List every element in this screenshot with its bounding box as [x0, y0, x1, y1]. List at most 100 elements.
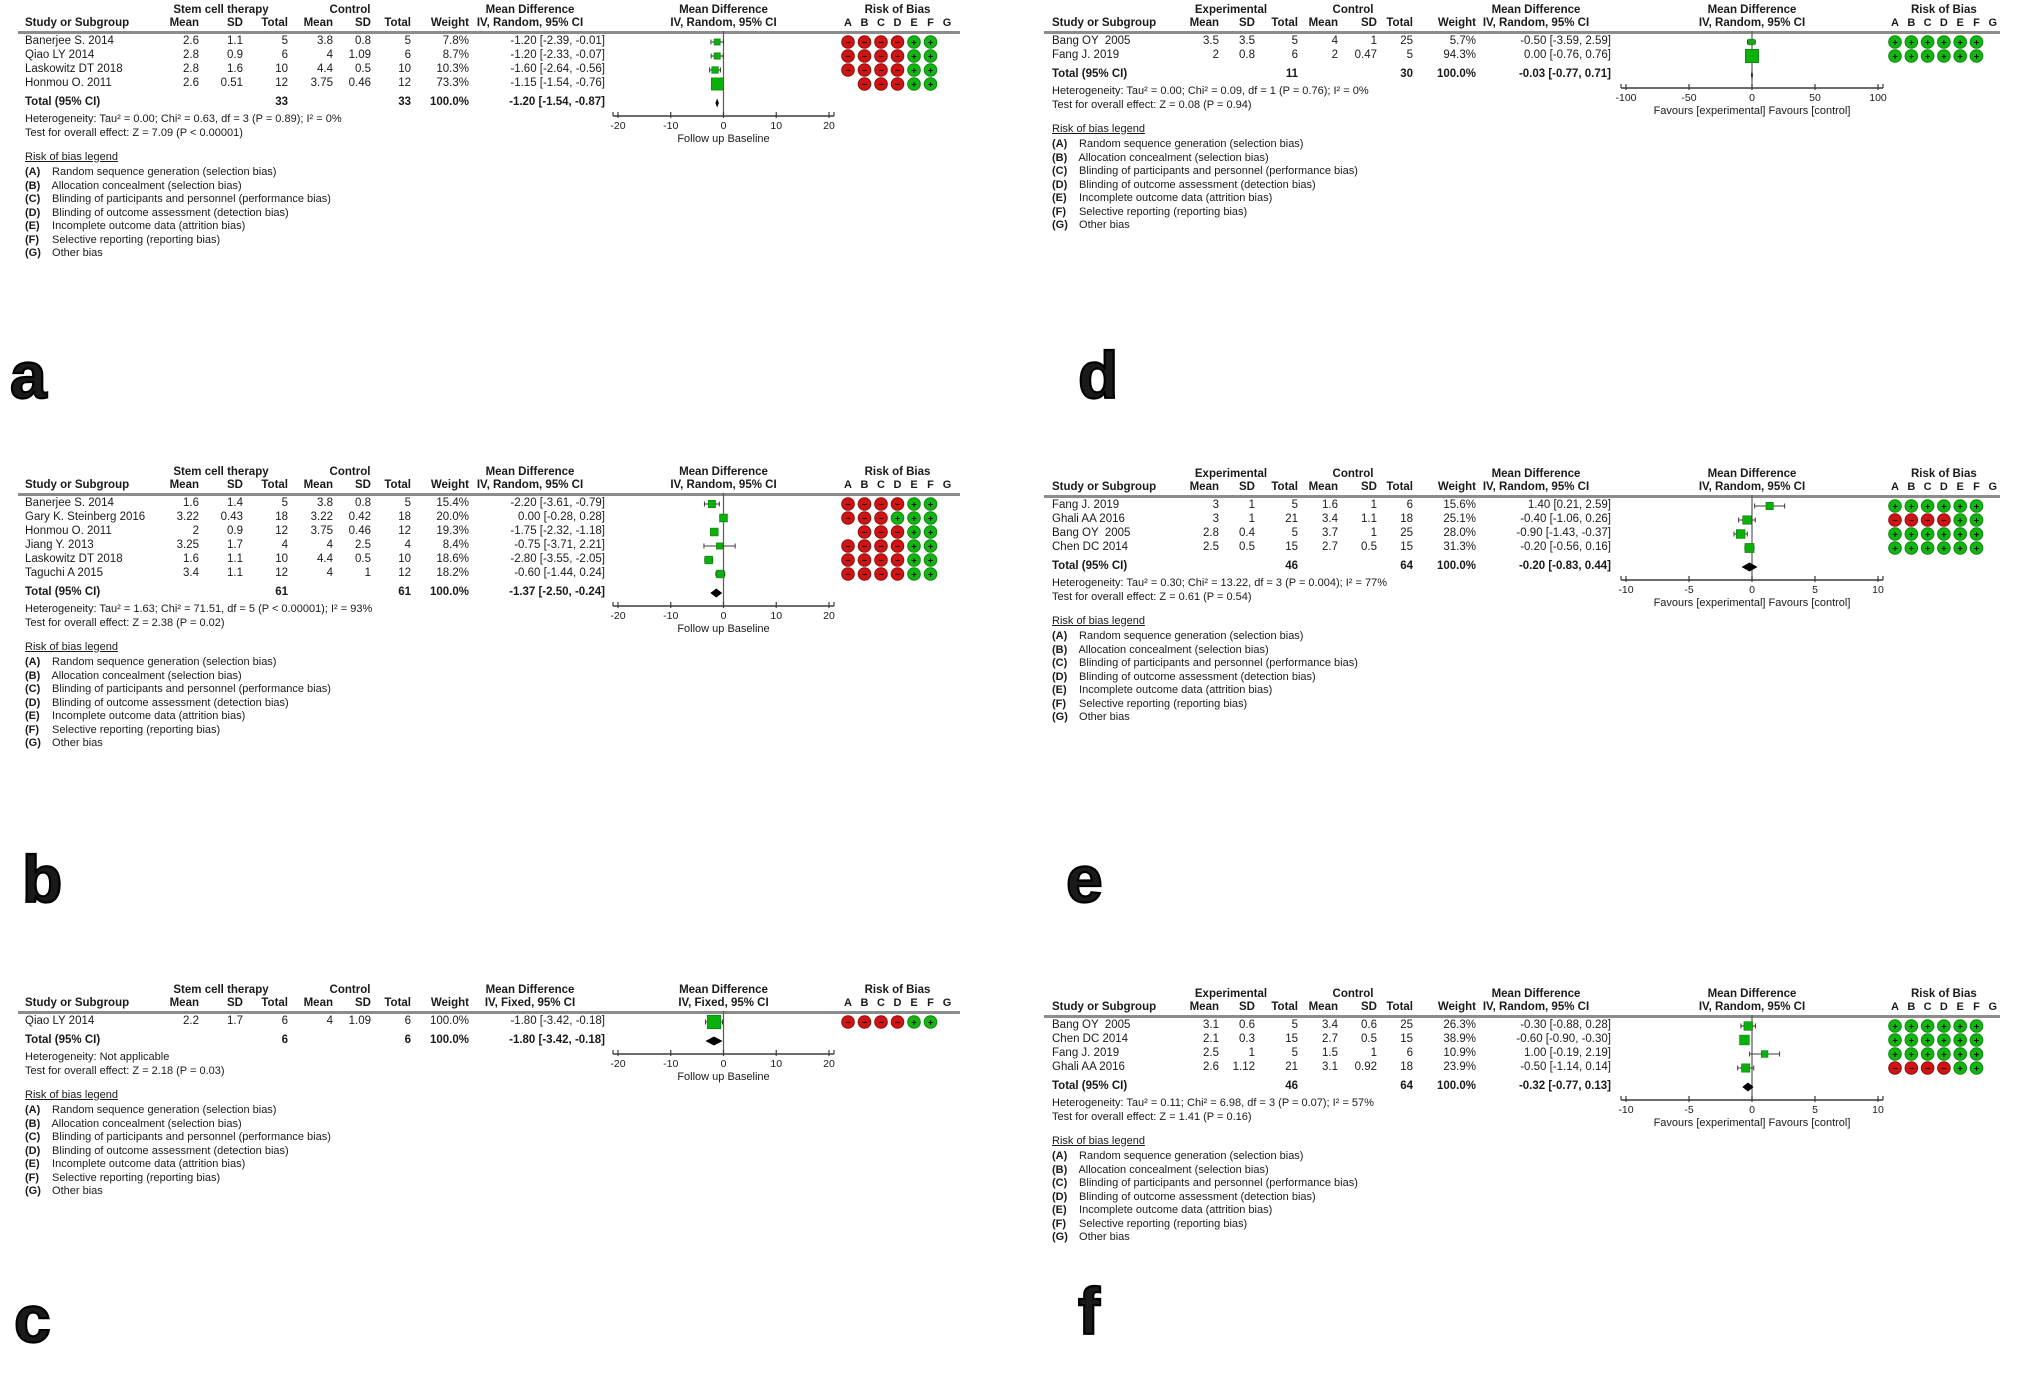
overall-effect-text: Test for overall effect: Z = 0.61 (P = 0… — [1052, 590, 1252, 603]
rob-col-letter: A — [1891, 1001, 1899, 1013]
rob-dot-low — [1920, 1019, 1935, 1033]
rob-col-letter: B — [1907, 1001, 1916, 1013]
rob-sign: − — [895, 65, 901, 76]
rob-sign: − — [845, 65, 851, 76]
rob-col-letter: B — [1907, 17, 1916, 29]
rob-legend-key: (G) — [1052, 711, 1068, 723]
rob-col-letter: B — [860, 17, 869, 29]
effect-square — [1742, 515, 1752, 525]
total1-cell: 5 — [1291, 499, 1298, 511]
ci-text-cell: 1.00 [-0.19, 2.19] — [1524, 1047, 1611, 1059]
weight-col-header: Weight — [1437, 17, 1476, 29]
rob-sign: + — [1974, 51, 1980, 62]
weight-cell: 18.6% — [436, 553, 469, 565]
tick-label: -50 — [1681, 92, 1696, 104]
tick-label: 10 — [1872, 584, 1884, 596]
rob-sign: − — [845, 555, 851, 566]
overall-effect-text: Test for overall effect: Z = 2.38 (P = 0… — [25, 616, 225, 629]
rob-dot-low — [1969, 499, 1984, 513]
effect-square — [710, 527, 719, 537]
rob-legend-text: Blinding of participants and personnel (… — [49, 193, 331, 205]
effect-square — [1760, 1050, 1769, 1058]
sd1-cell: 1 — [1248, 513, 1255, 525]
rob-sign: − — [862, 513, 868, 524]
rob-dot-low — [907, 49, 921, 63]
ci-text-cell: 1.40 [0.21, 2.59] — [1527, 499, 1611, 511]
rob-dot-low — [1920, 1047, 1935, 1061]
rob-dot-low — [923, 49, 938, 63]
rob-legend-key: (F) — [1052, 205, 1067, 218]
rob-legend-text: Blinding of outcome assessment (detectio… — [49, 1144, 289, 1157]
rob-dot-low — [907, 511, 921, 525]
panel-letter: f — [1077, 1274, 1101, 1348]
tick-label: 0 — [1749, 1104, 1755, 1116]
effect-square — [1744, 543, 1755, 553]
rob-legend-text: Allocation concealment (selection bias) — [49, 1117, 242, 1130]
rob-dot-high — [857, 497, 872, 511]
effect-square — [704, 555, 713, 565]
study-name: Fang J. 2019 — [1052, 49, 1120, 61]
weight-cell: 31.3% — [1443, 541, 1476, 553]
rob-sign: + — [928, 1017, 934, 1028]
total1-cell: 5 — [281, 497, 288, 509]
effect-square — [1735, 529, 1746, 539]
rob-dot-high — [890, 77, 905, 91]
rob-dot-low — [907, 77, 921, 91]
rob-sign: − — [878, 541, 884, 552]
total1-col-header: Total — [1271, 481, 1298, 493]
rob-dot-low — [1969, 1019, 1984, 1033]
rob-dot-low — [907, 63, 921, 77]
rob-col-letter: D — [893, 479, 902, 491]
ci-text-cell: -1.60 [-2.64, -0.56] — [510, 63, 605, 75]
rob-legend-key: (G) — [1052, 1231, 1068, 1243]
rob-col-letter: F — [1973, 1001, 1980, 1013]
group2-header: Control — [329, 4, 371, 16]
rob-sign: + — [1957, 1063, 1963, 1074]
plot-sub-title: IV, Random, 95% CI — [1698, 17, 1806, 29]
overall-effect-text: Test for overall effect: Z = 7.09 (P < 0… — [25, 126, 243, 139]
plot-title: Mean Difference — [679, 466, 768, 478]
ci-text-cell: -0.90 [-1.43, -0.37] — [1516, 527, 1611, 539]
rob-dot-low — [1904, 499, 1919, 513]
rob-sign: + — [1941, 1049, 1947, 1060]
rob-dot-low — [1888, 499, 1902, 513]
rob-legend-key: (E) — [25, 220, 40, 232]
total2-col-header: Total — [1386, 1001, 1413, 1013]
rob-legend-key: (B) — [25, 669, 41, 682]
rob-dot-high — [841, 511, 855, 525]
rob-sign: + — [1925, 501, 1931, 512]
rob-legend-key: (F) — [25, 1171, 40, 1184]
weight-col-header: Weight — [430, 997, 469, 1009]
rob-legend-title: Risk of bias legend — [25, 150, 118, 163]
rob-legend-key: (D) — [25, 206, 41, 219]
header-rule — [18, 31, 960, 34]
effect-square — [711, 77, 724, 91]
sd1-col-header: SD — [1239, 17, 1255, 29]
mean2-cell: 4 — [326, 1015, 333, 1027]
sd2-col-header: SD — [1361, 481, 1377, 493]
effect-sub-header: IV, Random, 95% CI — [1482, 481, 1590, 493]
study-name: Honmou O. 2011 — [25, 525, 112, 537]
forest-plot-svg-d: + + + + + + + + + + + + -100 -50 0 50 100 Favours [experi… — [1615, 31, 1984, 117]
rob-legend-key: (C) — [25, 193, 41, 205]
weight-cell: 26.3% — [1443, 1019, 1476, 1031]
rob-legend-key: (B) — [25, 179, 41, 192]
study-name: Qiao LY 2014 — [25, 1015, 95, 1027]
rob-sign: − — [895, 499, 901, 510]
sd2-cell: 1 — [364, 567, 371, 579]
rob-sign: − — [845, 1017, 851, 1028]
rob-dot-high — [857, 35, 872, 49]
sd1-col-header: SD — [1239, 1001, 1255, 1013]
rob-legend-key: (B) — [1052, 643, 1068, 656]
rob-sign: + — [1957, 543, 1963, 554]
mean2-cell: 4 — [1331, 35, 1338, 47]
total2-cell: 5 — [1406, 49, 1413, 61]
ci-text-cell: -1.15 [-1.54, -0.76] — [510, 77, 605, 89]
rob-legend-text: Selective reporting (reporting bias) — [49, 723, 221, 736]
rob-dot-high — [841, 553, 855, 567]
sd2-cell: 0.8 — [355, 35, 371, 47]
rob-sign: + — [1957, 1021, 1963, 1032]
total1-col-header: Total — [1271, 17, 1298, 29]
rob-sign: + — [1909, 529, 1915, 540]
mean2-cell: 2.7 — [1322, 1033, 1338, 1045]
